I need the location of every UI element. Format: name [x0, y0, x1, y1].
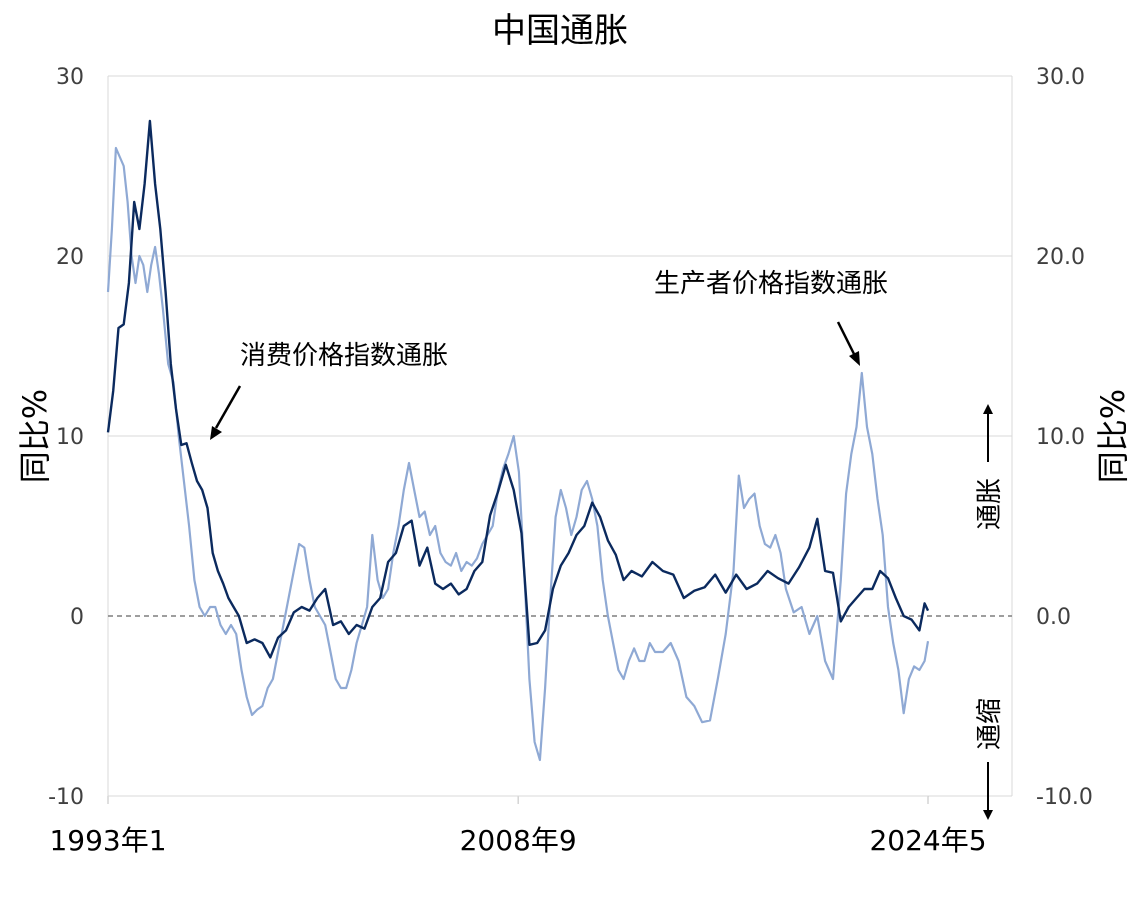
cpi-line: [106, 119, 930, 659]
inflation-side-label: 通胀: [975, 478, 1005, 530]
y-tick-left: 10: [56, 425, 84, 450]
y-tick-right: 0.0: [1036, 605, 1071, 630]
y-tick-left: 20: [56, 245, 84, 270]
ppi-line: [106, 146, 930, 762]
y-axis-left-label: 同比%: [16, 389, 54, 483]
y-axis-right-label: 同比%: [1094, 389, 1132, 483]
y-tick-left: 0: [70, 605, 84, 630]
down-arrow-icon: [983, 762, 993, 820]
series-lines: [106, 119, 930, 762]
deflation-side-label: 通缩: [975, 698, 1005, 750]
up-arrow-icon: [983, 404, 993, 462]
chart-title: 中国通胀: [492, 11, 628, 51]
y-axis-left: -10 0 10 20 30: [48, 65, 84, 810]
cpi-annotation-arrow-icon: [210, 385, 242, 440]
y-tick-left: 30: [56, 65, 84, 90]
x-tick-label: 2024年5: [869, 824, 986, 857]
x-tick-label: 2008年9: [460, 824, 577, 857]
y-tick-right: 20.0: [1036, 245, 1085, 270]
ppi-annotation: 生产者价格指数通胀: [654, 269, 888, 299]
x-axis: 1993年1 2008年9 2024年5: [49, 795, 987, 857]
y-tick-right: -10.0: [1036, 785, 1093, 810]
gridlines: [107, 75, 1013, 797]
x-tick-label: 1993年1: [49, 824, 166, 857]
cpi-annotation: 消费价格指数通胀: [240, 341, 448, 371]
y-tick-right: 10.0: [1036, 425, 1085, 450]
y-tick-left: -10: [48, 785, 84, 810]
ppi-annotation-arrow-icon: [836, 321, 860, 366]
y-tick-right: 30.0: [1036, 65, 1085, 90]
y-axis-right: -10.0 0.0 10.0 20.0 30.0: [1036, 65, 1093, 810]
